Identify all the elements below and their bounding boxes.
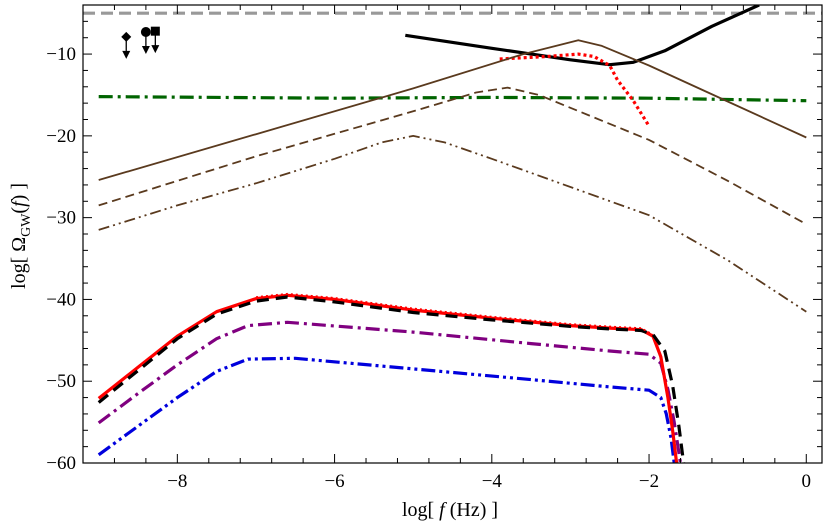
y-tick-label: −40 bbox=[46, 289, 76, 310]
series-line-4 bbox=[499, 52, 651, 127]
series-line-6 bbox=[98, 86, 807, 225]
series-layer bbox=[83, 5, 822, 463]
plot-background bbox=[83, 5, 822, 463]
tick-layer bbox=[82, 4, 822, 464]
series-line-7 bbox=[98, 135, 807, 313]
marker-layer bbox=[121, 26, 160, 59]
x-tick-label: 0 bbox=[802, 471, 812, 492]
series-line-10 bbox=[97, 293, 679, 463]
y-tick-label: −20 bbox=[46, 126, 76, 147]
x-tick-label: −2 bbox=[639, 471, 659, 492]
y-tick-label: −10 bbox=[46, 44, 76, 65]
series-line-12 bbox=[255, 292, 654, 336]
series-line-8 bbox=[97, 356, 676, 463]
y-axis-label: log[ ΩGW(f) ] bbox=[8, 183, 34, 289]
y-tick-label: −50 bbox=[46, 371, 76, 392]
y-tick-label: −30 bbox=[46, 208, 76, 229]
upper-limit-marker-3 bbox=[150, 26, 160, 54]
x-tick-label: −6 bbox=[324, 471, 344, 492]
x-tick-label: −4 bbox=[482, 471, 503, 492]
series-line-2 bbox=[98, 95, 807, 103]
x-axis-label: log[ f (Hz) ] bbox=[402, 499, 498, 521]
upper-limit-marker-1 bbox=[121, 31, 132, 59]
series-line-11 bbox=[97, 295, 686, 463]
upper-limit-marker-2 bbox=[140, 26, 151, 54]
x-tick-label: −8 bbox=[167, 471, 187, 492]
y-tick-label: −60 bbox=[46, 453, 76, 474]
series-line-3 bbox=[405, 5, 760, 67]
series-line-5 bbox=[98, 39, 807, 181]
tick-label-layer: −8 −6 −4 −2 0−10−20−30−40−50−60 bbox=[46, 44, 811, 492]
